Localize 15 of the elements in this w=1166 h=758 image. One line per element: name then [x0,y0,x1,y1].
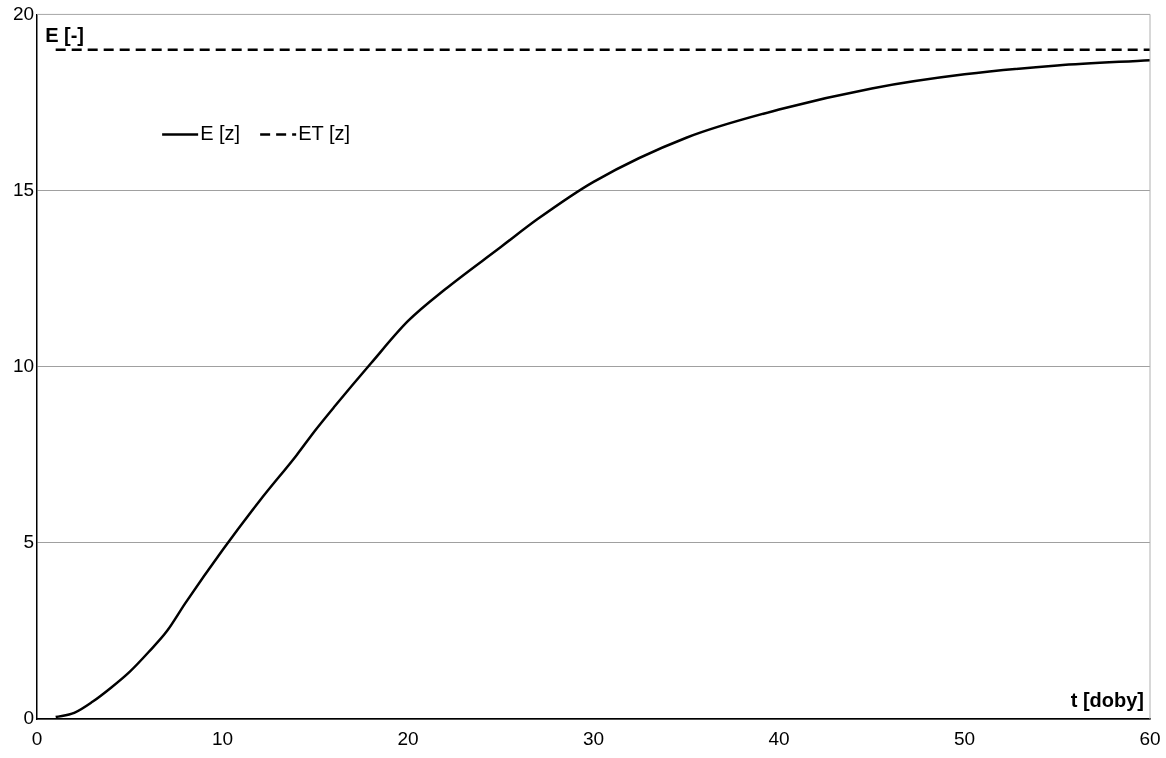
x-tick-label: 10 [212,727,234,749]
x-tick-label: 50 [953,727,976,749]
x-tick-label: 60 [1139,727,1161,749]
x-tick-label: 40 [768,727,790,749]
x-tick-label: 30 [583,727,605,749]
x-axis-title: t [doby] [1070,688,1144,711]
y-tick-label: 5 [23,531,35,553]
legend-label: ET [z] [298,121,351,144]
y-tick-label: 10 [12,355,35,377]
legend-label: E [z] [200,121,241,144]
x-tick-label: 20 [397,727,419,749]
y-axis-title: E [-] [45,23,85,46]
y-tick-label: 20 [12,2,35,24]
y-tick-label: 0 [23,707,35,729]
y-tick-label: 15 [12,178,35,200]
